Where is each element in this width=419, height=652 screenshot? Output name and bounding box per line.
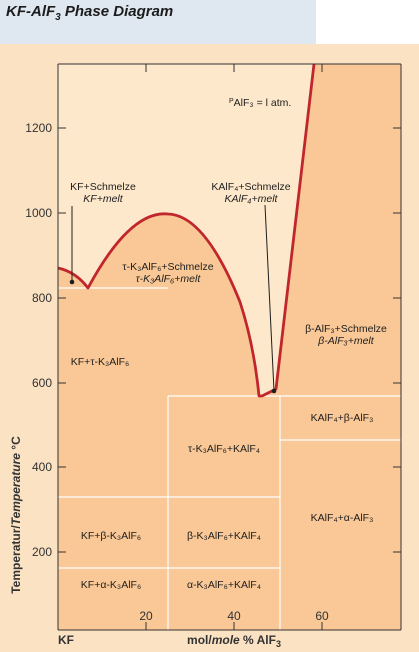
y-tick-label: 200 [32,545,52,559]
label-alpha-k3alf6-kalf4: α-K₃AlF₆+KAlF₄ [187,579,261,591]
kalf4-leader-line [264,204,275,392]
header-bar [0,0,316,44]
pressure-annotation: PAlF₃ = l atm. [229,97,291,109]
label-kf-tau-k3alf6: KF+τ-K₃AlF₆ [71,356,129,368]
x-axis-left-label: KF [58,633,74,647]
label-beta-k3alf6-kalf4: β-K₃AlF₆+KAlF₄ [187,530,261,542]
label-kalf4-beta-alf3: KAlF₄+β-AlF₃ [311,412,374,424]
x-ticks [145,64,323,630]
label-kalf4-schmelze: KAlF₄+Schmelze [211,181,290,193]
label-tau-k3alf6-schmelze: τ-K₃AlF₆+Schmelze [122,261,213,273]
x-tick-label: 40 [227,609,241,623]
y-tick-label: 600 [32,376,52,390]
y-tick-label: 1000 [25,206,52,220]
x-tick-label: 60 [315,609,329,623]
figure-title: KF-AlF3 Phase Diagram [6,3,174,23]
solid-region [58,64,401,630]
y-tick-label: 400 [32,460,52,474]
label-beta-alf3-melt: β-AlF₃+melt [317,335,374,347]
liquidus-curve [57,63,316,398]
y-tick-label: 1200 [25,121,52,135]
label-kalf4-alpha-alf3: KAlF₄+α-AlF₃ [311,512,374,524]
label-kalf4-melt: KAlF₄+melt [225,193,279,205]
label-kf-schmelze: KF+Schmelze [70,181,136,193]
x-tick-label: 20 [139,609,153,623]
label-tau-k3alf6-melt: τ-K₃AlF₆+melt [136,273,202,285]
label-kf-melt: KF+melt [83,193,123,205]
y-tick-label: 800 [32,291,52,305]
label-beta-alf3-schmelze: β-AlF₃+Schmelze [305,323,387,335]
header: KF-AlF3 Phase Diagram [0,0,419,44]
x-axis-title: mol/mole % AlF3 [187,633,281,649]
label-kf-alpha-k3alf6: KF+α-K₃AlF₆ [81,579,141,591]
label-tau-k3alf6-kalf4: τ-K₃AlF₆+KAlF₄ [188,443,260,455]
label-kf-beta-k3alf6: KF+β-K₃AlF₆ [81,530,141,542]
y-axis-title: Temperatur/Temperature °C [9,436,23,594]
y-ticks [58,127,401,553]
